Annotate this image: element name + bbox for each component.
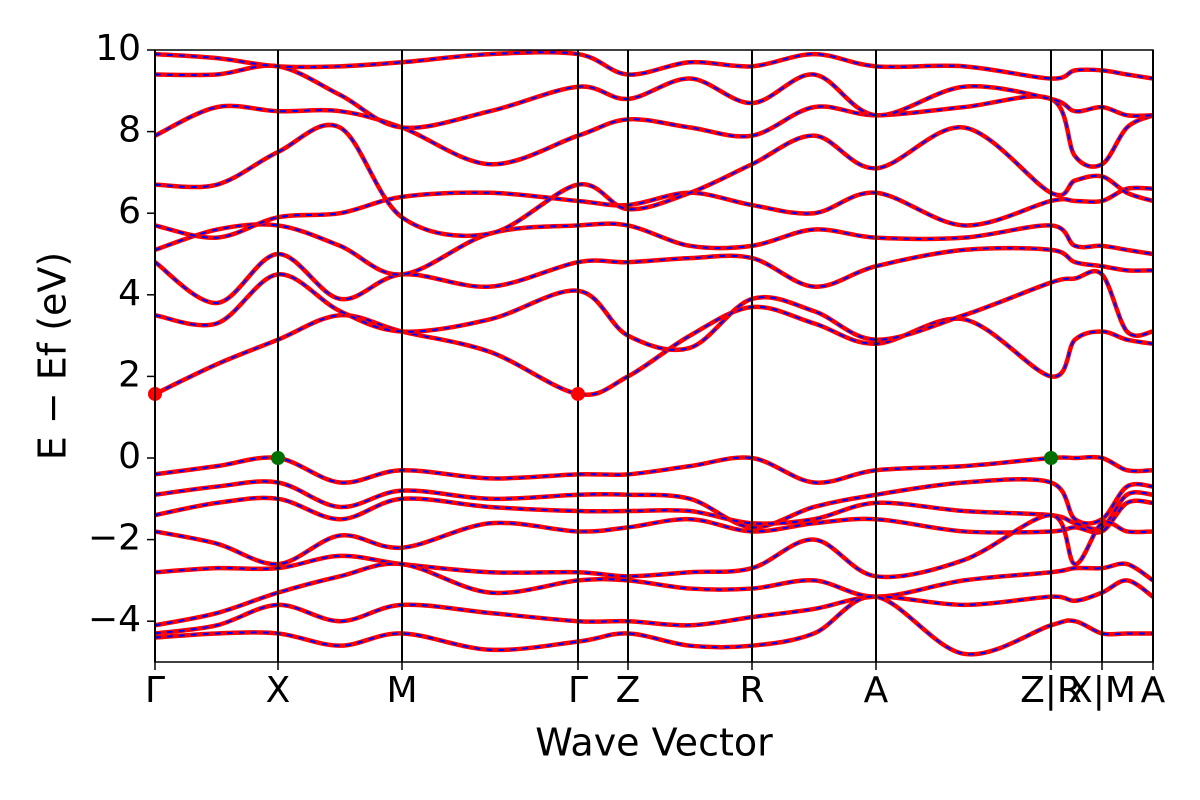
y-tick-label: 0: [118, 436, 141, 477]
band-line: [155, 578, 1153, 636]
x-tick-label: Z|R: [1020, 670, 1082, 711]
extremum-marker: [1044, 451, 1058, 465]
band-overlay: [155, 64, 1153, 129]
extremum-marker: [271, 451, 285, 465]
plot-area: [155, 50, 1153, 657]
band-overlay: [155, 595, 1153, 656]
band-overlay: [155, 478, 1153, 529]
x-tick-label: Z: [616, 670, 641, 711]
band-line: [155, 490, 1153, 532]
band-overlay: [155, 247, 1153, 304]
band-line: [155, 94, 1153, 169]
band-overlay: [155, 456, 1153, 484]
y-tick-label: 2: [118, 354, 141, 395]
y-tick-label: 10: [95, 28, 141, 69]
band-overlay: [155, 124, 1153, 237]
y-tick-label: 8: [118, 110, 141, 151]
y-axis-label: E − Ef (eV): [31, 252, 75, 461]
x-tick-label: R: [739, 670, 764, 711]
band-line: [155, 63, 1153, 131]
x-tick-label: Γ: [568, 670, 588, 711]
band-overlay: [155, 499, 1153, 566]
x-tick-label: A: [1141, 670, 1166, 711]
band-overlay: [155, 51, 1153, 80]
y-tick-label: 6: [118, 191, 141, 232]
x-tick-label: X|M: [1068, 670, 1136, 711]
x-tick-label: Γ: [145, 670, 165, 711]
band-overlay: [155, 270, 1153, 351]
band-line: [155, 268, 1153, 353]
band-overlay: [155, 222, 1153, 276]
band-line: [155, 245, 1153, 306]
x-tick-label: X: [266, 670, 291, 711]
y-tick-label: −4: [88, 599, 141, 640]
x-tick-label: A: [864, 670, 889, 711]
band-overlay: [155, 562, 1153, 627]
band-overlay: [155, 95, 1153, 168]
plot-frame: [154, 49, 1154, 663]
band-overlay: [155, 305, 1153, 396]
y-tick-label: −2: [88, 518, 141, 559]
x-tick-label: M: [386, 670, 417, 711]
band-line: [155, 476, 1153, 530]
band-line: [155, 304, 1153, 398]
y-tick-label: 4: [118, 273, 141, 314]
band-overlay: [155, 514, 1153, 578]
extremum-marker: [571, 386, 585, 401]
x-axis-label: Wave Vector: [535, 721, 773, 765]
band-overlay: [155, 186, 1153, 239]
band-overlay: [155, 579, 1153, 635]
